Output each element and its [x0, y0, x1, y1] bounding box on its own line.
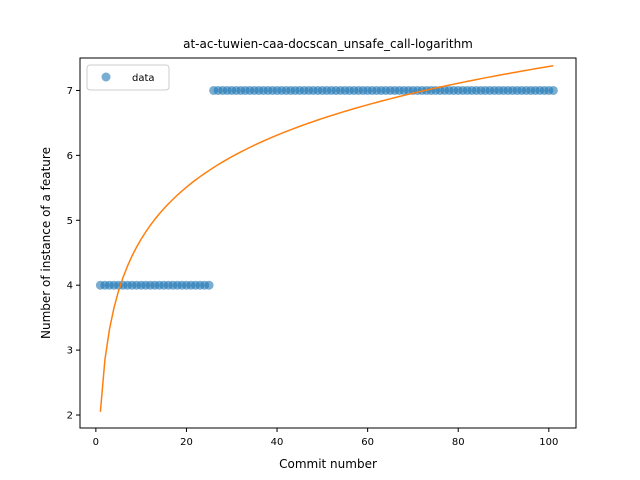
y-tick-label: 2 — [67, 411, 73, 422]
legend-label: data — [132, 73, 155, 84]
y-tick-label: 5 — [67, 216, 73, 227]
y-axis-label: Number of instance of a feature — [39, 147, 53, 339]
y-tick-label: 4 — [67, 281, 73, 292]
x-tick-label: 80 — [452, 437, 465, 448]
x-tick-label: 0 — [93, 437, 99, 448]
chart-title: at-ac-tuwien-caa-docscan_unsafe_call-log… — [183, 37, 473, 51]
x-axis-label: Commit number — [279, 457, 377, 471]
y-tick-label: 7 — [67, 86, 73, 97]
data-point — [204, 280, 214, 290]
legend-marker — [101, 72, 111, 82]
legend: data — [86, 64, 170, 91]
x-tick-label: 100 — [539, 437, 558, 448]
y-axis-ticks: 2 3 4 5 6 7 — [67, 86, 80, 422]
y-tick-label: 3 — [67, 346, 73, 357]
x-axis-ticks: 0 20 40 60 80 100 — [93, 428, 558, 448]
x-tick-label: 20 — [180, 437, 193, 448]
x-tick-label: 40 — [271, 437, 284, 448]
data-point — [548, 85, 558, 95]
axes-frame — [79, 57, 577, 429]
fit-curve — [99, 65, 554, 412]
x-tick-label: 60 — [361, 437, 374, 448]
fit-line — [99, 65, 554, 412]
y-tick-label: 6 — [67, 151, 73, 162]
legend-box — [86, 64, 170, 91]
